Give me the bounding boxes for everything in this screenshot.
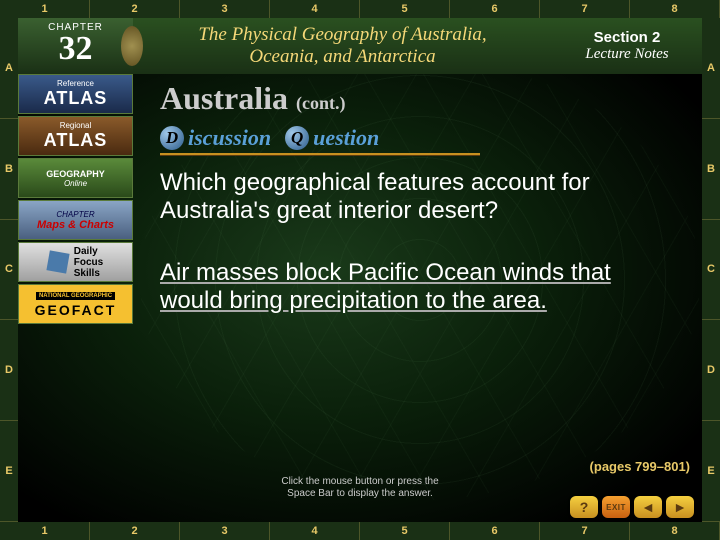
ruler-tick: 4 bbox=[270, 0, 360, 18]
natgeo-label: NATIONAL GEOGRAPHIC bbox=[35, 291, 116, 301]
prev-button[interactable]: ◄ bbox=[634, 496, 662, 518]
ruler-top: 12345678 bbox=[0, 0, 720, 18]
geofact-label: GEOFACT bbox=[35, 302, 117, 318]
help-button[interactable]: ? bbox=[570, 496, 598, 518]
dq-word-question: uestion bbox=[313, 125, 379, 151]
charts-label: Maps & Charts bbox=[37, 219, 114, 231]
ruler-tick: 2 bbox=[90, 0, 180, 18]
content-heading: Australia (cont.) bbox=[160, 80, 690, 117]
charts-sub: CHAPTER bbox=[37, 210, 114, 219]
page-reference: (pages 799–801) bbox=[590, 459, 690, 474]
dq-underline bbox=[160, 153, 480, 155]
ruler-tick: E bbox=[0, 421, 18, 522]
hint-line-2: Space Bar to display the answer. bbox=[287, 488, 433, 499]
ref-atlas-label: ATLAS bbox=[44, 88, 108, 108]
chapter-number: 32 bbox=[18, 33, 133, 65]
answer-text: Air masses block Pacific Ocean winds tha… bbox=[160, 259, 660, 315]
dq-q-disc: Q bbox=[285, 126, 309, 150]
geo-sub: Online bbox=[64, 179, 87, 188]
ruler-tick: C bbox=[702, 220, 720, 321]
ruler-tick: 2 bbox=[90, 522, 180, 540]
sidebar-maps-charts[interactable]: CHAPTERMaps & Charts bbox=[18, 200, 133, 240]
ruler-tick: 6 bbox=[450, 0, 540, 18]
header-bar: CHAPTER 32 The Physical Geography of Aus… bbox=[18, 18, 702, 74]
ruler-tick: 1 bbox=[0, 522, 90, 540]
content-area: Australia (cont.) D iscussion Q uestion … bbox=[160, 80, 690, 315]
question-text: Which geographical features account for … bbox=[160, 169, 660, 225]
title-line-1: The Physical Geography of Australia, bbox=[198, 24, 486, 45]
discussion-question-banner: D iscussion Q uestion bbox=[160, 125, 690, 155]
chapter-badge: CHAPTER 32 bbox=[18, 18, 133, 74]
page-title: The Physical Geography of Australia, Oce… bbox=[133, 18, 552, 74]
ruler-tick: 3 bbox=[180, 522, 270, 540]
next-button[interactable]: ► bbox=[666, 496, 694, 518]
sidebar-geography-online[interactable]: GEOGRAPHY Online bbox=[18, 158, 133, 198]
exit-button[interactable]: EXIT bbox=[602, 496, 630, 518]
nav-controls: ? EXIT ◄ ► bbox=[570, 496, 694, 518]
ruler-tick: 8 bbox=[630, 522, 720, 540]
sidebar-regional-atlas[interactable]: RegionalATLAS bbox=[18, 116, 133, 156]
dfs-l1: Daily bbox=[74, 246, 98, 257]
ruler-tick: C bbox=[0, 220, 18, 321]
sidebar-geofact[interactable]: NATIONAL GEOGRAPHIC GEOFACT bbox=[18, 284, 133, 324]
dq-d-disc: D bbox=[160, 126, 184, 150]
ruler-tick: 5 bbox=[360, 0, 450, 18]
cube-icon bbox=[46, 250, 69, 273]
ruler-tick: A bbox=[702, 18, 720, 119]
sidebar: ReferenceATLAS RegionalATLAS GEOGRAPHY O… bbox=[18, 74, 133, 324]
geo-label: GEOGRAPHY bbox=[46, 169, 105, 179]
section-label: Section 2 bbox=[552, 29, 702, 46]
slide-page: 12345678 12345678 ABCDE ABCDE CHAPTER 32… bbox=[0, 0, 720, 540]
ruler-tick: 3 bbox=[180, 0, 270, 18]
ruler-tick: 8 bbox=[630, 0, 720, 18]
sidebar-daily-focus-skills[interactable]: Daily Focus Skills bbox=[18, 242, 133, 282]
ruler-left: ABCDE bbox=[0, 18, 18, 522]
reg-atlas-label: ATLAS bbox=[44, 130, 108, 150]
section-sub: Lecture Notes bbox=[552, 46, 702, 63]
ruler-tick: D bbox=[0, 320, 18, 421]
section-badge: Section 2 Lecture Notes bbox=[552, 29, 702, 63]
ruler-tick: A bbox=[0, 18, 18, 119]
ruler-tick: 6 bbox=[450, 522, 540, 540]
ruler-tick: B bbox=[0, 119, 18, 220]
ruler-tick: 1 bbox=[0, 0, 90, 18]
ruler-tick: 7 bbox=[540, 0, 630, 18]
dfs-l2: Focus bbox=[74, 257, 103, 268]
ruler-tick: D bbox=[702, 320, 720, 421]
ruler-tick: B bbox=[702, 119, 720, 220]
ref-atlas-sub: Reference bbox=[44, 79, 108, 88]
heading-main: Australia bbox=[160, 80, 296, 116]
dq-word-discussion: iscussion bbox=[188, 125, 271, 151]
heading-sub: (cont.) bbox=[296, 93, 345, 113]
ruler-tick: E bbox=[702, 421, 720, 522]
ruler-tick: 5 bbox=[360, 522, 450, 540]
title-line-2: Oceania, and Antarctica bbox=[249, 46, 435, 67]
ruler-right: ABCDE bbox=[702, 18, 720, 522]
reg-atlas-sub: Regional bbox=[44, 121, 108, 130]
ruler-bottom: 12345678 bbox=[0, 522, 720, 540]
dfs-l3: Skills bbox=[74, 268, 100, 279]
ruler-tick: 4 bbox=[270, 522, 360, 540]
hint-line-1: Click the mouse button or press the bbox=[281, 476, 438, 487]
sidebar-reference-atlas[interactable]: ReferenceATLAS bbox=[18, 74, 133, 114]
ruler-tick: 7 bbox=[540, 522, 630, 540]
